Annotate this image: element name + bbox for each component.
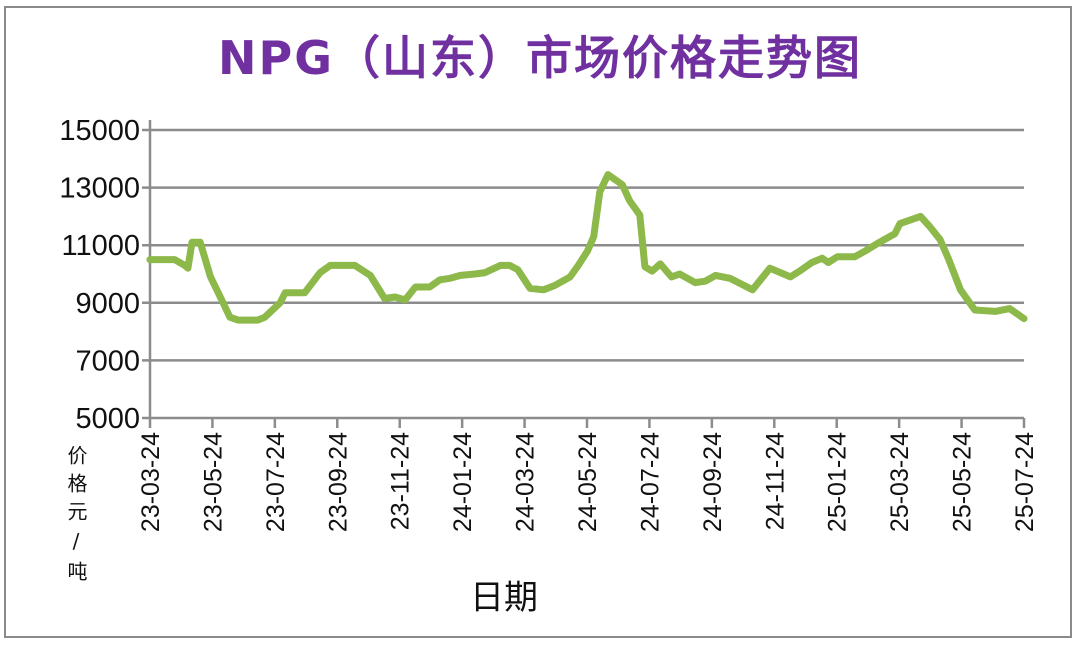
- x-tick-label: 25-05-24: [949, 432, 977, 532]
- x-tick-label: 24-03-24: [512, 432, 540, 532]
- x-tick-label: 25-03-24: [886, 432, 914, 532]
- x-tick-label: 24-11-24: [761, 432, 789, 530]
- x-tick-label: 25-01-24: [824, 432, 852, 532]
- y-tick-label: 11000: [62, 230, 141, 262]
- x-tick-label: 23-09-24: [324, 432, 352, 532]
- x-tick-label: 24-05-24: [574, 432, 602, 532]
- price-line: [146, 171, 1028, 324]
- y-tick-label: 15000: [59, 115, 140, 147]
- x-tick-label: 23-11-24: [387, 432, 415, 530]
- x-tick-label: 24-07-24: [636, 432, 664, 532]
- y-tick-label: 5000: [75, 403, 140, 435]
- x-tick-label: 24-01-24: [449, 432, 477, 532]
- x-tick-label: 23-05-24: [199, 432, 227, 532]
- x-tick-label: 23-03-24: [137, 432, 165, 532]
- x-axis-label: 日期: [470, 578, 538, 618]
- x-tick-label: 24-09-24: [699, 432, 727, 532]
- y-tick-label: 13000: [59, 173, 140, 205]
- chart-title: NPG（山东）市场价格走势图: [218, 31, 862, 85]
- x-tick-label: 25-07-24: [1011, 432, 1039, 532]
- x-tick-label: 23-07-24: [262, 432, 290, 532]
- y-axis-label: 价格元/吨: [64, 445, 88, 589]
- chart-frame: [4, 6, 1072, 638]
- y-tick-label: 7000: [75, 345, 140, 377]
- y-tick-label: 9000: [75, 288, 140, 320]
